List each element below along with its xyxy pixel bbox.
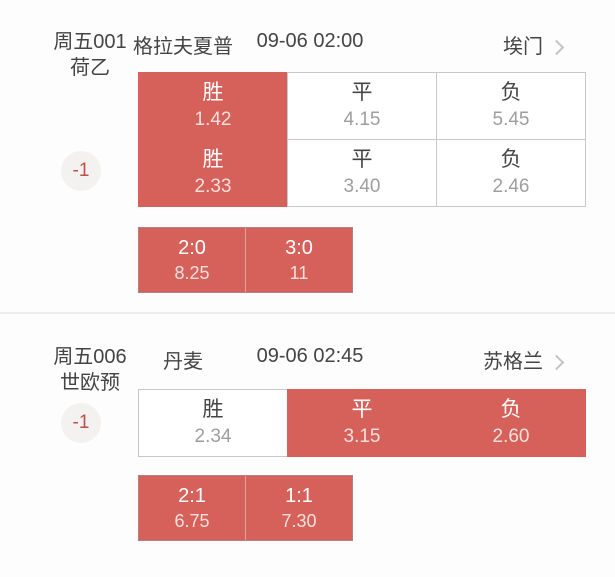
score-pick-cell[interactable]: 1:1 7.30	[245, 476, 352, 540]
odds-cell-lose[interactable]: 负 2.60	[436, 389, 586, 457]
match-number: 周五006	[53, 346, 127, 368]
section-divider	[0, 312, 615, 314]
score-odds: 6.75	[174, 510, 210, 531]
odds-value: 2.60	[492, 426, 530, 447]
odds-row: 胜 1.42 平 4.15 负 5.45	[138, 72, 586, 140]
odds-grid: 胜 1.42 平 4.15 负 5.45 胜 2.33 平 3.40 负	[138, 72, 586, 207]
odds-value: 2.46	[492, 176, 530, 197]
match-league: 世欧预	[60, 372, 120, 394]
score-value: 1:1	[285, 484, 313, 507]
odds-cell-draw[interactable]: 平 4.15	[287, 72, 437, 140]
match-time: 09-06 02:45	[256, 345, 364, 367]
odds-cell-lose[interactable]: 负 2.46	[436, 139, 586, 207]
score-odds: 8.25	[174, 262, 210, 283]
match-meta: 周五006 世欧预	[30, 344, 150, 396]
odds-label: 平	[351, 81, 373, 104]
score-pick-cell[interactable]: 3:0 11	[245, 228, 352, 292]
score-pick-cell[interactable]: 2:1 6.75	[139, 476, 245, 540]
home-team: 丹麦	[163, 351, 203, 373]
chevron-right-icon	[548, 354, 565, 370]
odds-value: 3.15	[343, 426, 381, 447]
match-meta: 周五001 荷乙	[30, 29, 150, 81]
match-time: 09-06 02:00	[256, 30, 364, 52]
match-number: 周五001	[53, 31, 127, 53]
handicap-badge: -1	[61, 151, 101, 191]
score-pick-cell[interactable]: 2:0 8.25	[139, 228, 245, 292]
odds-cell-win[interactable]: 胜 2.34	[138, 389, 288, 457]
odds-cell-draw[interactable]: 平 3.40	[287, 139, 437, 207]
match-league: 荷乙	[70, 57, 110, 79]
odds-label: 胜	[202, 148, 224, 171]
away-team-link[interactable]: 埃门	[417, 30, 565, 59]
odds-label: 平	[351, 398, 373, 421]
odds-label: 负	[500, 398, 522, 421]
away-team: 埃门	[503, 36, 543, 58]
odds-value: 5.45	[492, 109, 530, 130]
odds-cell-win[interactable]: 胜 1.42	[138, 72, 288, 140]
away-team-link[interactable]: 苏格兰	[417, 345, 565, 374]
odds-row-handicap: 胜 2.33 平 3.40 负 2.46	[138, 139, 586, 207]
home-team: 格拉夫夏普	[133, 36, 233, 58]
score-value: 3:0	[285, 236, 313, 259]
score-odds: 11	[289, 262, 309, 283]
chevron-right-icon	[548, 39, 565, 55]
odds-value: 2.34	[194, 426, 232, 447]
score-picks: 2:1 6.75 1:1 7.30	[138, 475, 353, 541]
score-value: 2:0	[178, 236, 206, 259]
score-odds: 7.30	[281, 510, 317, 531]
odds-cell-lose[interactable]: 负 5.45	[436, 72, 586, 140]
odds-label: 胜	[202, 398, 224, 421]
odds-label: 胜	[202, 81, 224, 104]
odds-value: 2.33	[194, 176, 232, 197]
odds-cell-draw[interactable]: 平 3.15	[287, 389, 437, 457]
odds-value: 1.42	[194, 109, 232, 130]
odds-cell-win[interactable]: 胜 2.33	[138, 139, 288, 207]
odds-label: 负	[500, 81, 522, 104]
score-value: 2:1	[178, 484, 206, 507]
odds-value: 4.15	[343, 109, 381, 130]
odds-label: 平	[351, 148, 373, 171]
odds-row-handicap: 胜 2.34 平 3.15 负 2.60	[138, 389, 586, 457]
handicap-badge: -1	[61, 403, 101, 443]
score-picks: 2:0 8.25 3:0 11	[138, 227, 353, 293]
odds-label: 负	[500, 148, 522, 171]
odds-grid: 胜 2.34 平 3.15 负 2.60	[138, 389, 586, 457]
away-team: 苏格兰	[483, 351, 543, 373]
odds-value: 3.40	[343, 176, 381, 197]
